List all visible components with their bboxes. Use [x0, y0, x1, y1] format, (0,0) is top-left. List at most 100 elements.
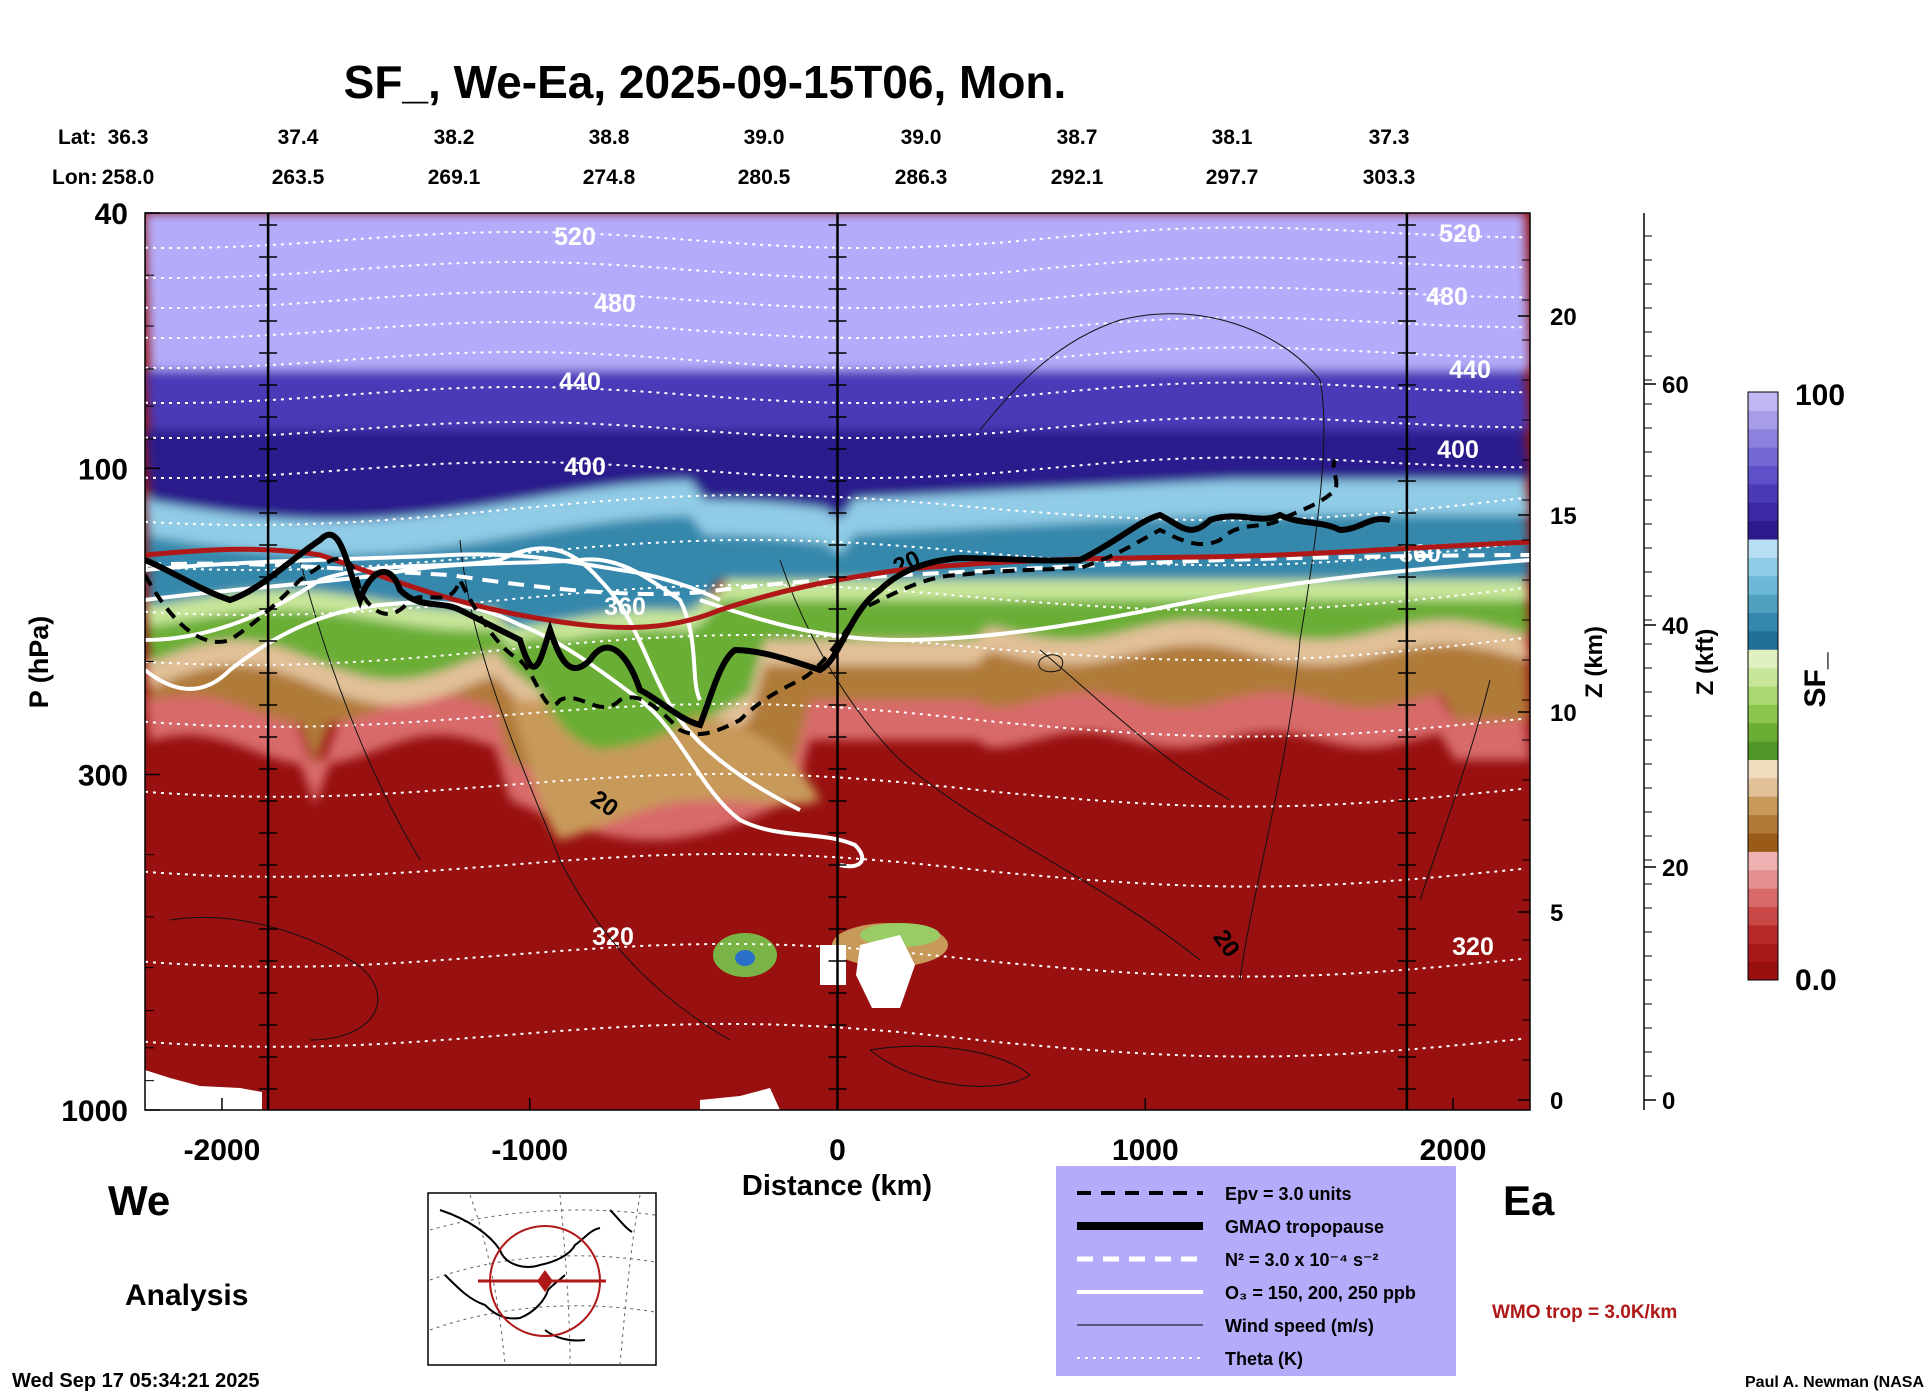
colorbar-swatch: [1748, 630, 1778, 650]
theta-line: [145, 772, 1526, 808]
colorbar-swatch: [1748, 796, 1778, 816]
colorbar-swatch: [1748, 594, 1778, 614]
y-tick-label: 100: [78, 453, 128, 486]
colorbar-swatch: [1748, 869, 1778, 889]
lat-value: 38.7: [1057, 126, 1098, 149]
colorbar-frame: [1747, 391, 1779, 981]
lon-value: 297.7: [1206, 166, 1259, 189]
colorbar-max-label: 100: [1795, 379, 1845, 412]
east-label: Ea: [1503, 1177, 1555, 1224]
lon-value: 286.3: [895, 166, 948, 189]
legend: Epv = 3.0 units GMAO tropopause N² = 3.0 x…: [1056, 1166, 1456, 1376]
lat-value: 39.0: [744, 126, 785, 149]
z-kft-tick-label: 20: [1662, 855, 1689, 882]
x-axis: -2000 -1000 0 1000 2000: [184, 1098, 1487, 1167]
lon-value: 292.1: [1051, 166, 1104, 189]
colorbar-swatch: [1748, 851, 1778, 871]
wind-contour-5: [169, 916, 379, 1041]
y-axis: 40 100 300 1000: [61, 198, 160, 1128]
theta-line: [145, 702, 1526, 738]
band-pink: [145, 687, 1530, 840]
lon-value: 280.5: [738, 166, 791, 189]
colorbar-swatch: [1748, 888, 1778, 908]
theta-label: 480: [594, 290, 636, 318]
blob-blue-west: [735, 950, 755, 966]
theta-line: [145, 316, 1525, 339]
theta-label: 480: [1426, 283, 1468, 311]
z-kft-axis: 0 20 40 60: [1644, 235, 1689, 1115]
theta-line: [145, 456, 1525, 479]
colorbar-label: SF_: [1799, 652, 1832, 707]
colorbar-swatch: [1748, 814, 1778, 834]
blob-white-hole: [856, 935, 915, 1008]
theta-label: 400: [564, 453, 606, 481]
lat-value: 37.4: [278, 126, 319, 149]
colorbar-swatch: [1748, 410, 1778, 430]
lat-value: 38.8: [589, 126, 630, 149]
legend-label: Wind speed (m/s): [1225, 1316, 1374, 1336]
colorbar-swatch: [1748, 943, 1778, 963]
z-kft-tick-label: 0: [1662, 1088, 1675, 1115]
legend-background: [1056, 1166, 1456, 1376]
x-axis-label: Distance (km): [742, 1170, 932, 1202]
theta-line: [145, 416, 1525, 439]
colorbar-swatch: [1748, 667, 1778, 687]
z-km-label: Z (km): [1581, 626, 1608, 698]
mid-blobs: [713, 923, 948, 1008]
lon-label: Lon:: [52, 166, 97, 189]
z-km-axis: 0 5 10 15 20: [1518, 259, 1577, 1115]
legend-label: O₃ = 150, 200, 250 ppb: [1225, 1283, 1416, 1303]
z-km-tick-label: 20: [1550, 304, 1577, 331]
wind-contour-7: [1419, 679, 1491, 901]
colorbar-swatch: [1748, 686, 1778, 705]
n2-line: [145, 553, 1530, 597]
z-km-tick-label: 5: [1550, 900, 1563, 927]
theta-line: [145, 346, 1525, 369]
colorbar-swatch: [1748, 722, 1778, 742]
lon-value: 274.8: [583, 166, 636, 189]
blob-white-small: [820, 945, 846, 985]
colorbar-swatch: [1748, 924, 1778, 944]
colorbar-swatch: [1748, 777, 1778, 797]
theta-line: [145, 256, 1525, 279]
y-tick-label: 1000: [61, 1095, 128, 1128]
analysis-label: Analysis: [125, 1279, 248, 1312]
wind-contours: [169, 313, 1491, 1087]
wmo-tropopause-line: [145, 539, 1530, 630]
wind-contour-2: [299, 559, 421, 861]
lon-value: 258.0: [102, 166, 155, 189]
epv-line: [145, 459, 1339, 737]
wmo-label: WMO trop = 3.0K/km: [1492, 1302, 1677, 1323]
y-axis-label: P (hPa): [24, 616, 54, 709]
x-tick-label: 2000: [1420, 1134, 1487, 1167]
lat-value: 38.1: [1212, 126, 1253, 149]
x-tick-label: -1000: [491, 1134, 568, 1167]
y-tick-label: 40: [95, 198, 128, 231]
ozone-contour-5: [699, 558, 1530, 643]
footer-credit: Paul A. Newman (NASA: [1745, 1374, 1924, 1391]
lat-value: 36.3: [108, 126, 149, 149]
colorbar-swatch: [1748, 741, 1778, 761]
colorbar-swatch: [1748, 961, 1778, 981]
colorbar-swatch: [1748, 575, 1778, 595]
colorbar-swatch: [1748, 465, 1778, 485]
theta-line: [145, 1022, 1526, 1058]
legend-label: Epv = 3.0 units: [1225, 1184, 1352, 1204]
colorbar: [1748, 392, 1778, 981]
x-tick-label: 0: [829, 1134, 846, 1167]
lat-label: Lat:: [58, 126, 97, 149]
colorbar-swatch: [1748, 502, 1778, 522]
theta-line: [145, 634, 1526, 666]
colorbar-swatch: [1748, 612, 1778, 632]
colorbar-swatch: [1748, 557, 1778, 577]
z-km-tick-label: 15: [1550, 503, 1577, 530]
theta-line: [145, 852, 1526, 888]
z-kft-tick-label: 60: [1662, 372, 1689, 399]
theta-label: 520: [554, 223, 596, 251]
wind-contour-9: [1038, 654, 1063, 673]
theta-line: [145, 381, 1525, 404]
colorbar-swatch: [1748, 520, 1778, 540]
z-km-tick-label: 10: [1550, 700, 1577, 727]
band-tan: [145, 615, 1530, 789]
colorbar-swatch: [1748, 483, 1778, 503]
